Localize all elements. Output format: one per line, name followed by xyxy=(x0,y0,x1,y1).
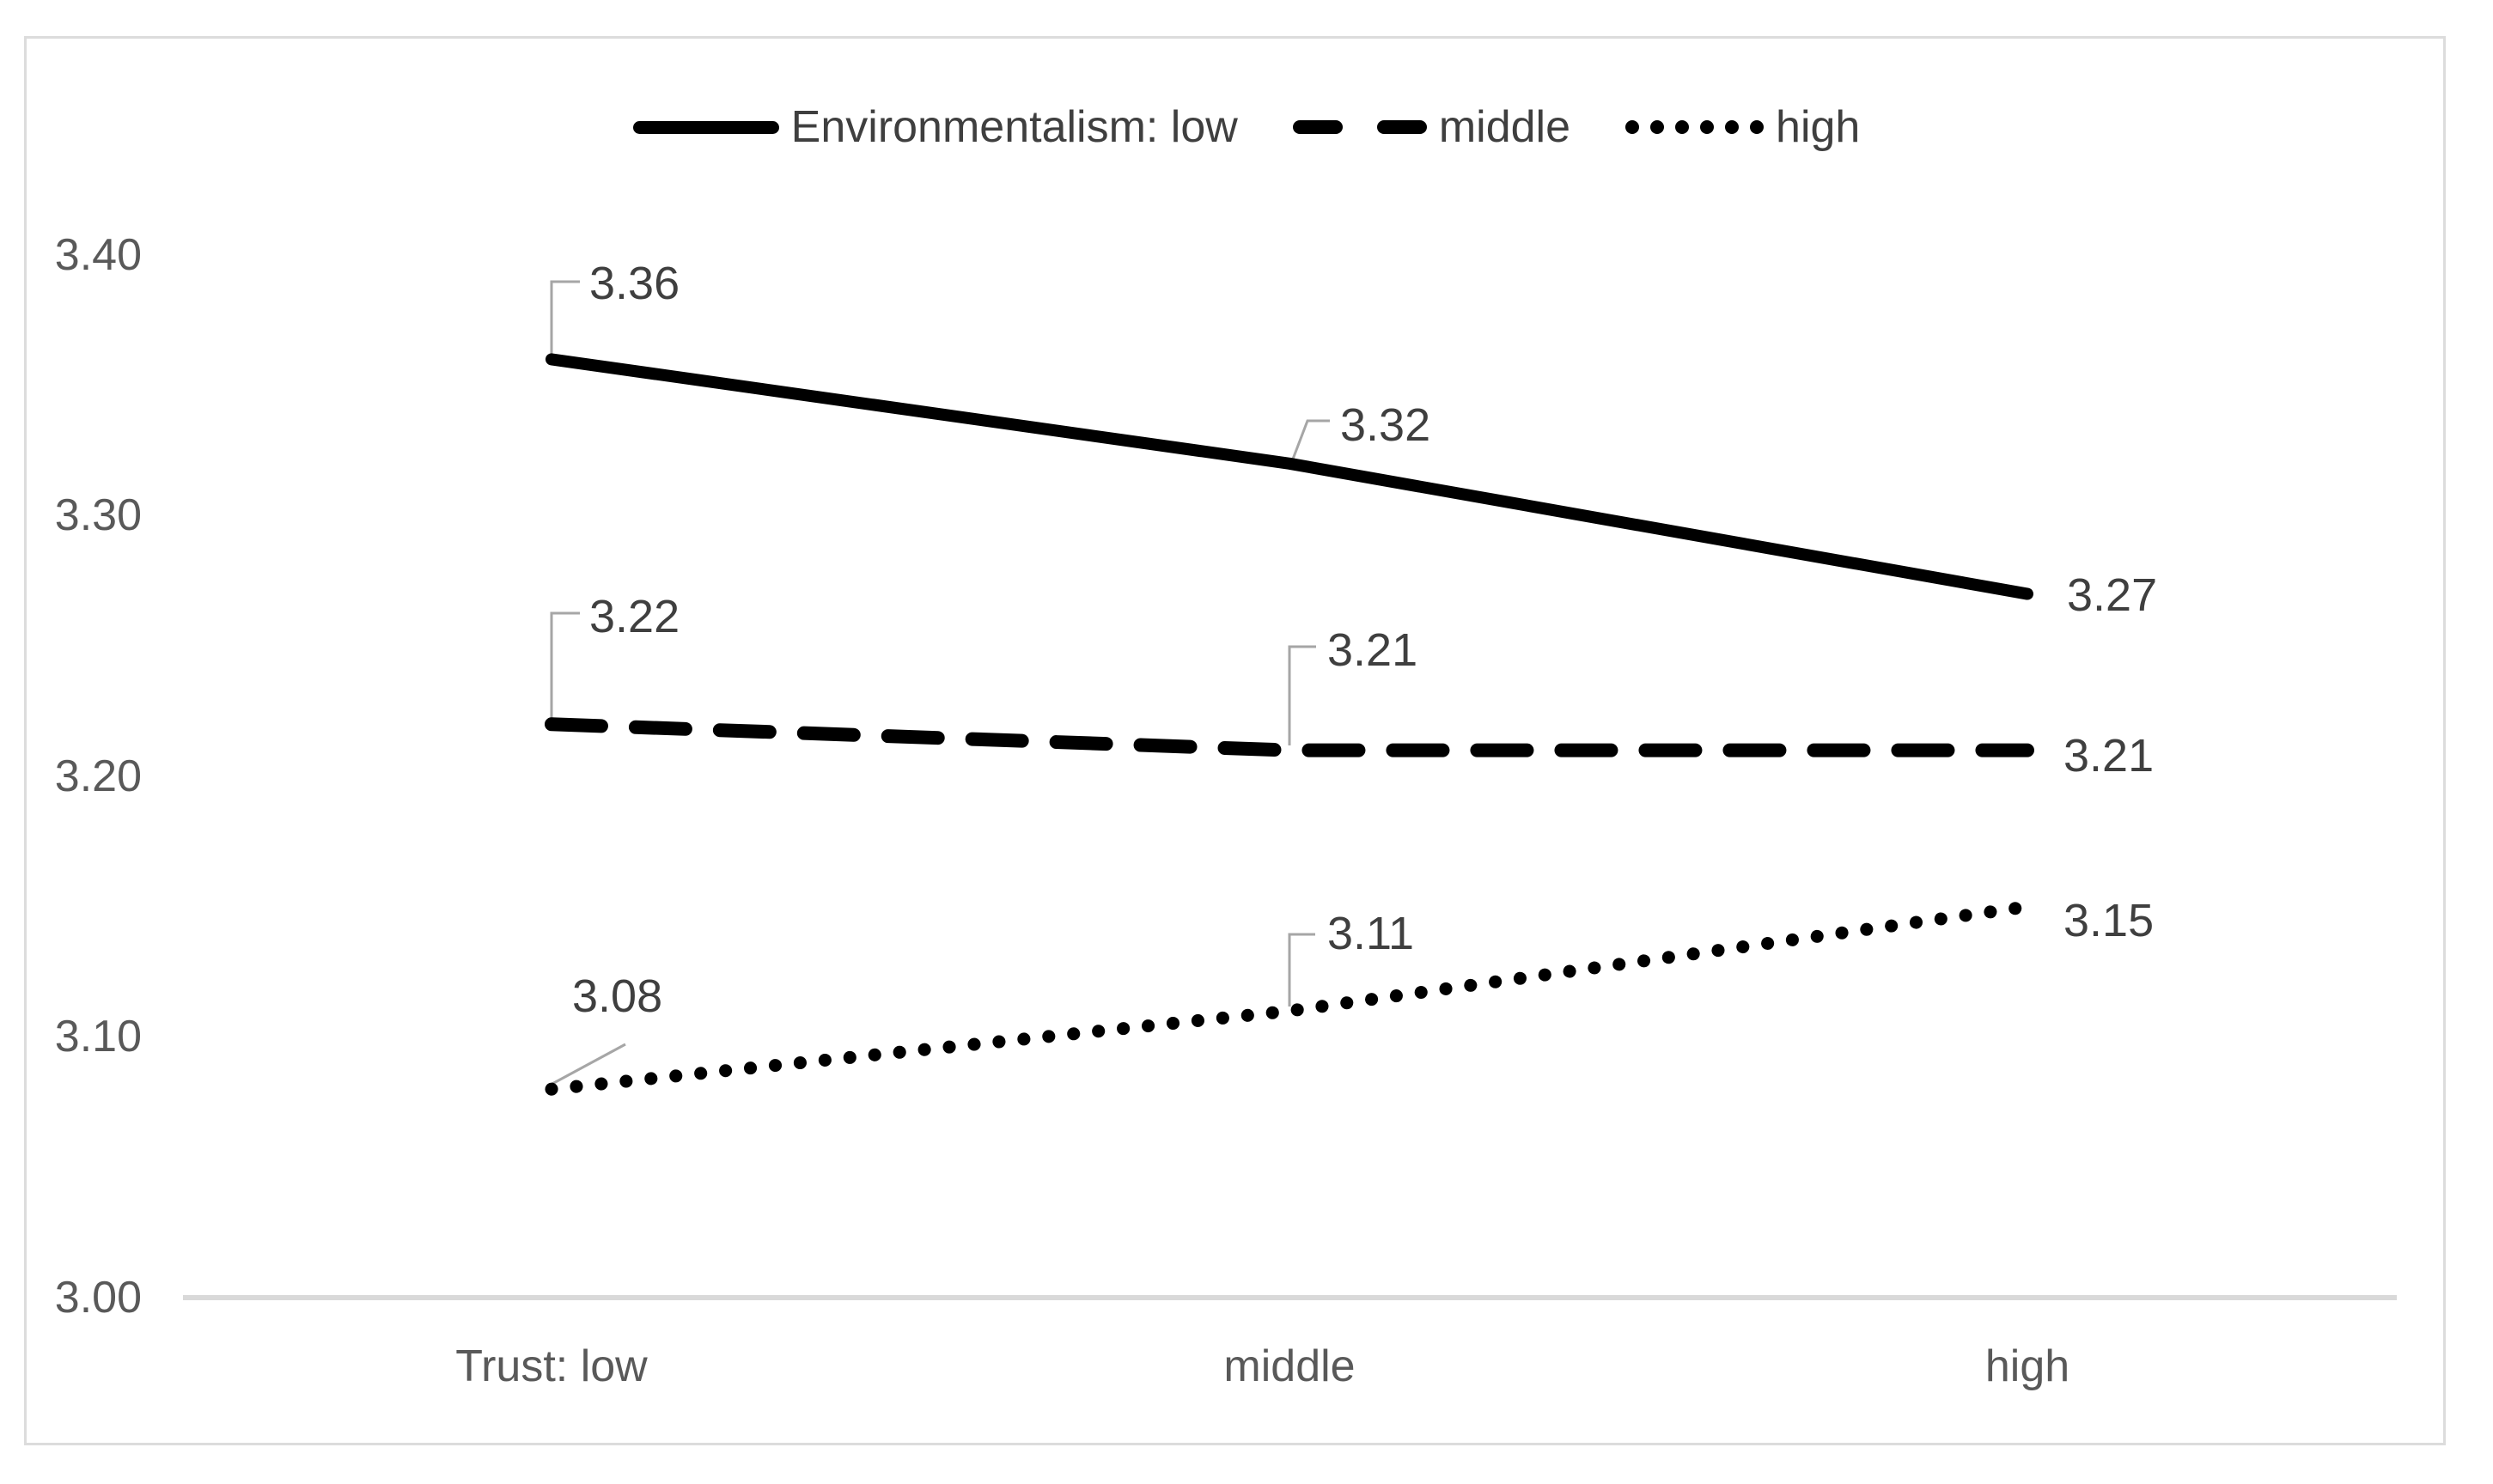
x-axis-category-label: Trust: low xyxy=(455,1341,648,1391)
legend-dot xyxy=(1750,120,1765,134)
data-label-leader-line xyxy=(1288,645,1316,745)
data-label-high-trustmiddle: 3.11 xyxy=(1327,908,1415,959)
legend-dot xyxy=(1650,120,1665,134)
legend-dot xyxy=(1625,120,1640,134)
x-axis-category-label: middle xyxy=(1223,1341,1356,1391)
y-axis-tick-label: 3.00 xyxy=(54,1273,142,1323)
legend-dot xyxy=(1700,120,1715,134)
chart-legend: Environmentalism: low middle high xyxy=(0,101,2493,153)
x-axis-baseline xyxy=(183,1295,2397,1300)
dotted-line-legend-icon xyxy=(1625,120,1765,134)
y-axis-tick-label: 3.20 xyxy=(54,751,142,801)
legend-label: Environmentalism: low xyxy=(790,102,1238,152)
legend-dot xyxy=(1725,120,1740,134)
data-label-low-trustmiddle: 3.32 xyxy=(1340,399,1431,451)
data-label-leader-line xyxy=(550,280,580,354)
data-label-low-trusthigh: 3.27 xyxy=(2067,569,2158,621)
data-label-leader-line xyxy=(1288,419,1330,469)
series-line-solid xyxy=(546,353,2033,600)
data-label-mid-trusthigh: 3.21 xyxy=(2063,730,2155,782)
legend-item-environmentalism-high: high xyxy=(1625,105,1860,149)
solid-line-legend-icon xyxy=(632,120,779,134)
legend-dash xyxy=(1292,120,1343,134)
data-label-leader-line xyxy=(1288,933,1315,1007)
data-label-mid-trustmiddle: 3.21 xyxy=(1327,624,1418,676)
y-axis-tick-label: 3.30 xyxy=(54,490,142,540)
legend-dash xyxy=(1376,120,1427,134)
legend-item-environmentalism-low: Environmentalism: low xyxy=(632,102,1238,152)
data-label-low-trustlow: 3.36 xyxy=(589,258,680,309)
legend-item-environmentalism-middle: middle xyxy=(1292,102,1571,152)
y-axis-tick-label: 3.10 xyxy=(54,1012,142,1061)
chart-border-frame xyxy=(24,36,2446,1445)
x-axis-category-label: high xyxy=(1984,1341,2070,1391)
data-label-high-trustlow: 3.08 xyxy=(572,970,663,1022)
legend-dot xyxy=(1675,120,1690,134)
y-axis-tick-label: 3.40 xyxy=(54,230,142,280)
data-label-mid-trustlow: 3.22 xyxy=(589,591,680,642)
data-label-leader-line xyxy=(550,1043,626,1086)
data-label-leader-line xyxy=(550,611,580,720)
dashed-line-legend-icon xyxy=(1292,120,1427,134)
legend-label: high xyxy=(1776,102,1861,152)
data-label-high-trusthigh: 3.15 xyxy=(2063,895,2155,946)
series-line-dotted xyxy=(545,900,2034,1096)
series-line-dashed xyxy=(545,717,2034,757)
legend-label: middle xyxy=(1438,102,1571,152)
